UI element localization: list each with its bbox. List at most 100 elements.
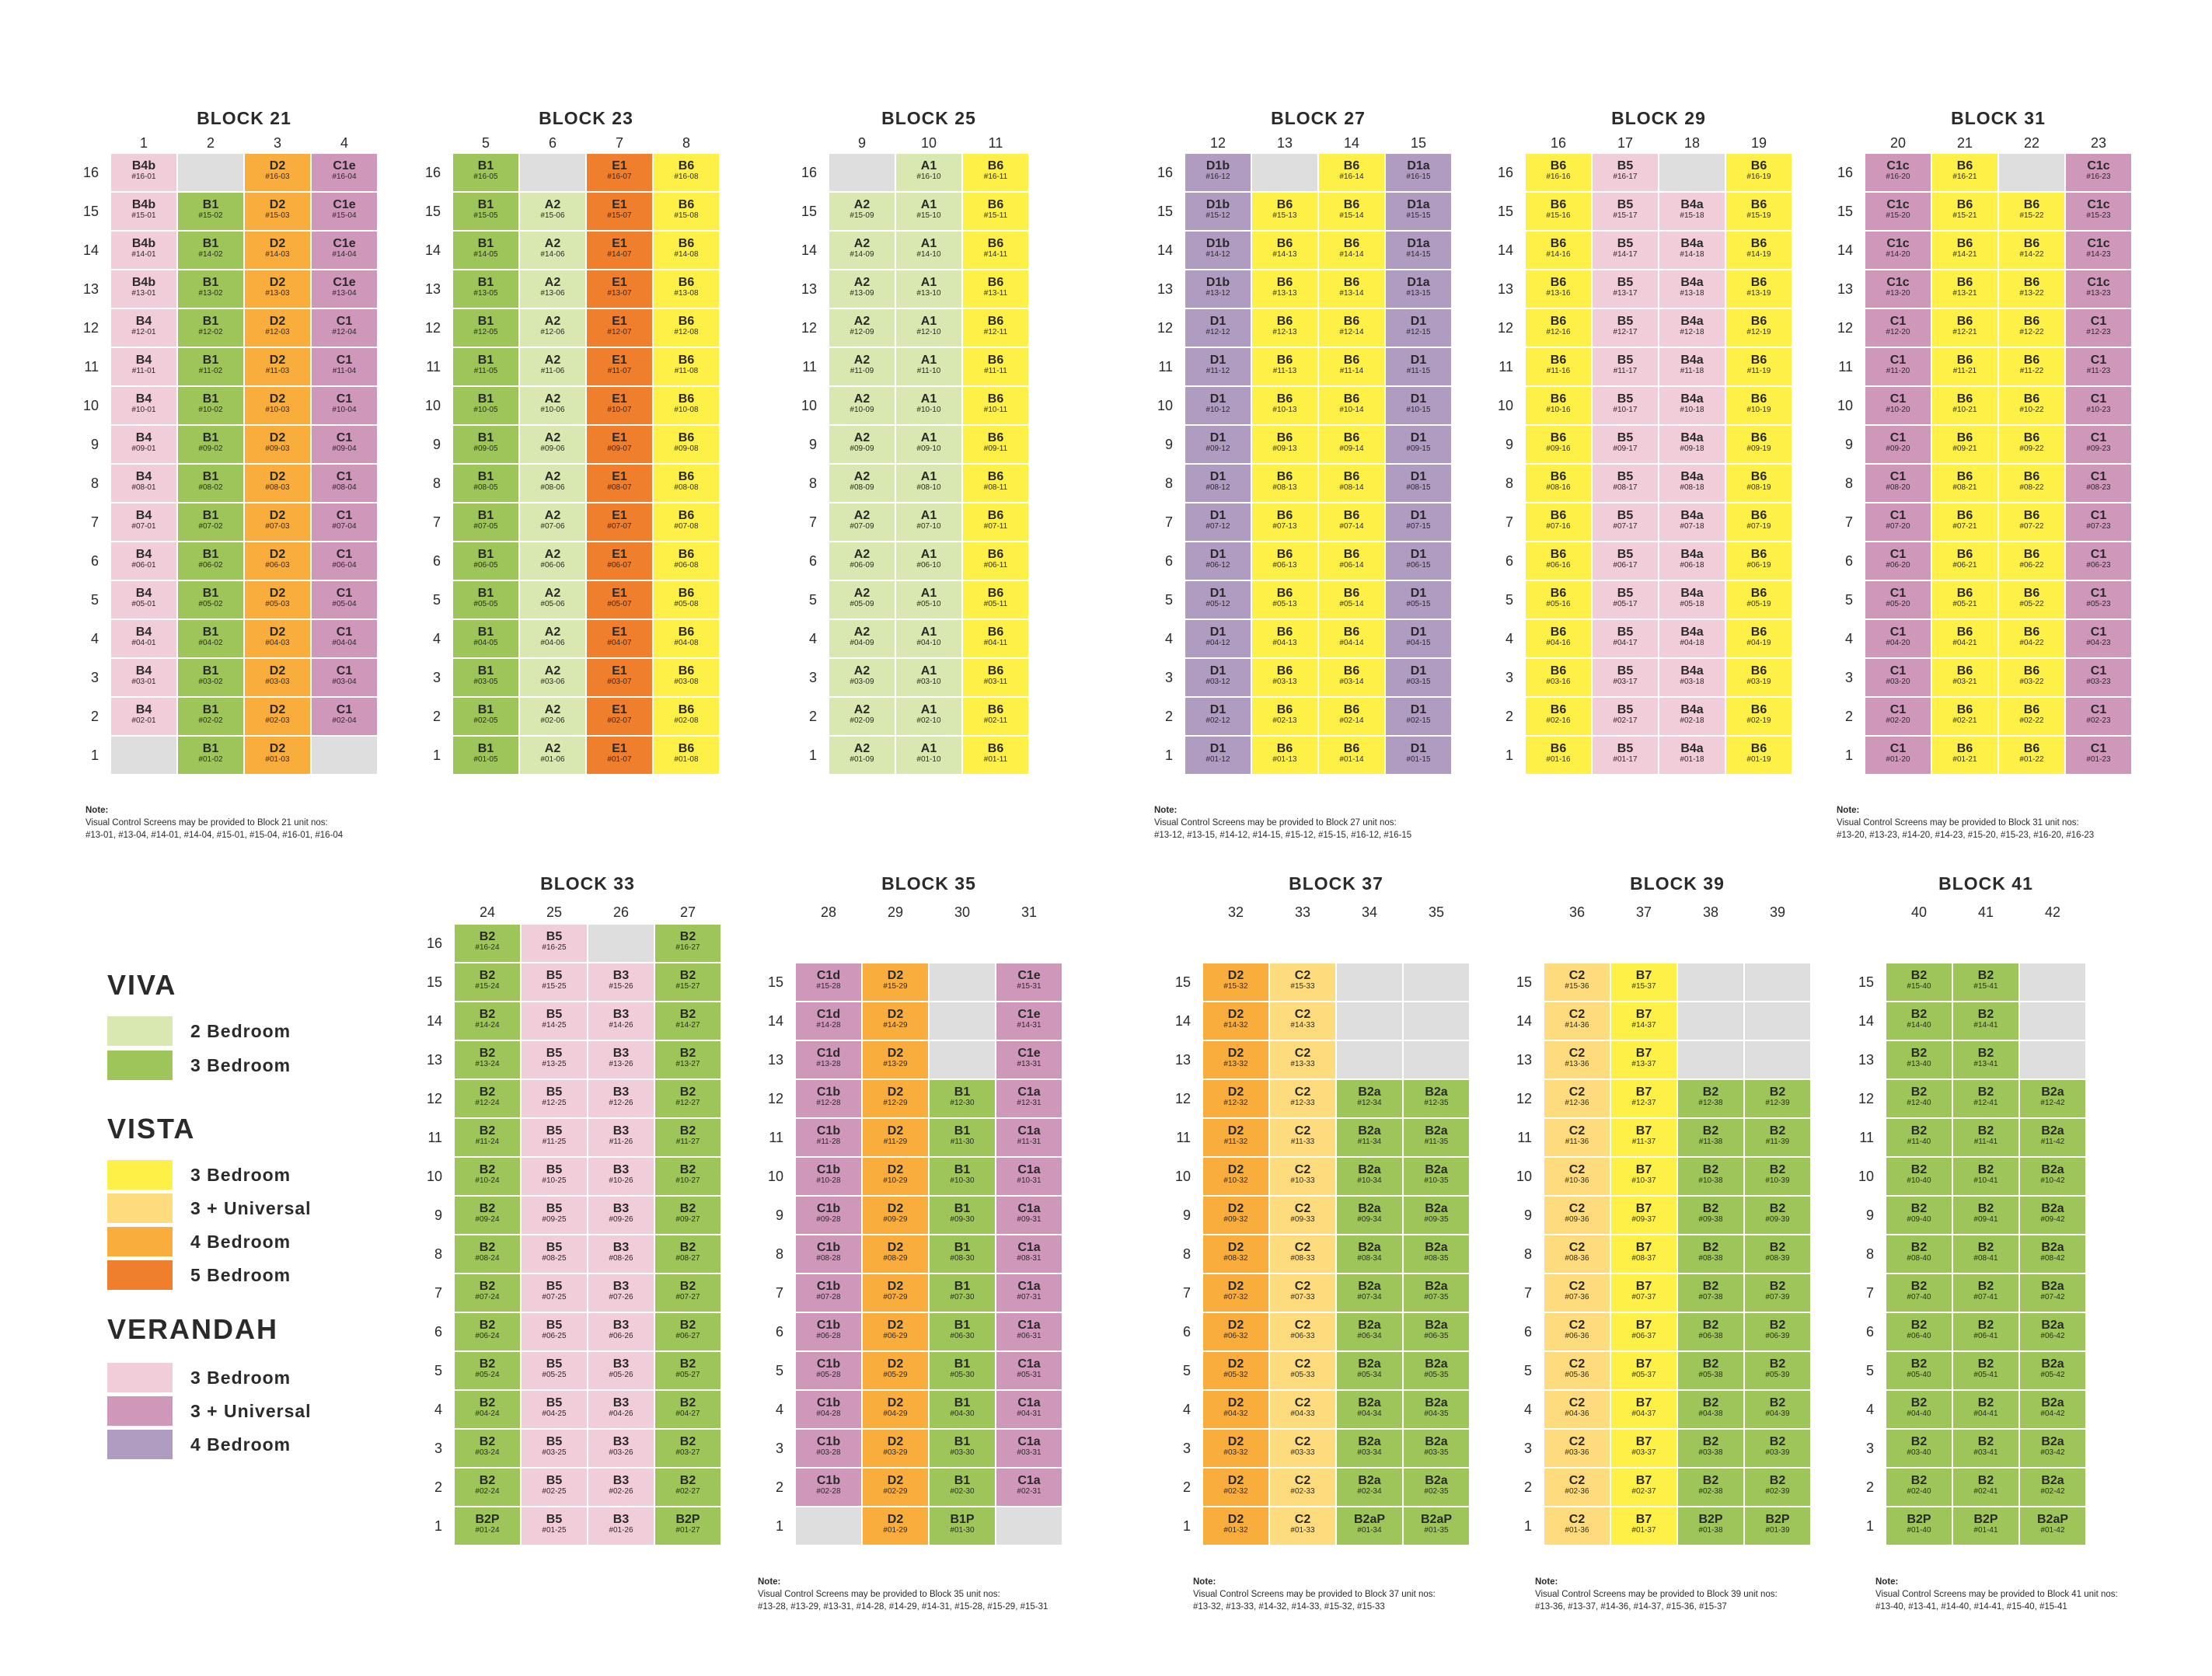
unit-cell[interactable]: B6 #01-08 xyxy=(654,737,719,774)
unit-cell[interactable]: B2 #11-38 xyxy=(1678,1119,1743,1156)
unit-cell[interactable]: D1 #07-12 xyxy=(1185,503,1251,541)
unit-cell[interactable]: B2a #08-35 xyxy=(1404,1235,1469,1273)
unit-cell[interactable]: B2 #03-40 xyxy=(1886,1430,1952,1467)
unit-cell[interactable]: B2 #04-38 xyxy=(1678,1391,1743,1428)
unit-cell[interactable]: C2 #10-33 xyxy=(1270,1158,1335,1195)
unit-cell[interactable]: B1 #11-02 xyxy=(178,348,243,385)
unit-cell[interactable]: B6 #01-21 xyxy=(1932,737,1997,774)
unit-cell[interactable]: C1a #10-31 xyxy=(996,1158,1062,1195)
unit-cell[interactable]: B1 #03-02 xyxy=(178,659,243,696)
unit-cell[interactable]: B6 #09-08 xyxy=(654,426,719,463)
unit-cell[interactable]: B2 #09-40 xyxy=(1886,1197,1952,1234)
unit-cell[interactable]: B6 #14-22 xyxy=(1999,232,2064,269)
unit-cell[interactable]: B6 #03-13 xyxy=(1252,659,1317,696)
unit-cell[interactable]: B6 #07-14 xyxy=(1319,503,1384,541)
unit-cell[interactable]: D2 #14-32 xyxy=(1203,1002,1268,1040)
unit-cell[interactable]: C2 #03-36 xyxy=(1544,1430,1610,1467)
unit-cell[interactable]: B5 #12-17 xyxy=(1593,309,1658,347)
unit-cell[interactable]: B1 #13-02 xyxy=(178,270,243,308)
unit-cell[interactable]: B1 #16-05 xyxy=(453,154,518,191)
unit-cell[interactable]: B2a #07-42 xyxy=(2020,1274,2085,1312)
unit-cell[interactable]: B7 #09-37 xyxy=(1611,1197,1676,1234)
unit-cell[interactable]: B2 #08-39 xyxy=(1745,1235,1810,1273)
unit-cell[interactable]: B2a #03-42 xyxy=(2020,1430,2085,1467)
unit-cell[interactable]: B2a #12-34 xyxy=(1337,1080,1402,1117)
unit-cell[interactable]: D2 #06-32 xyxy=(1203,1313,1268,1350)
unit-cell[interactable]: B6 #03-08 xyxy=(654,659,719,696)
unit-cell[interactable]: D1 #04-15 xyxy=(1386,620,1451,657)
unit-cell[interactable]: A1 #02-10 xyxy=(896,698,961,735)
unit-cell[interactable]: B1 #09-30 xyxy=(930,1197,995,1234)
unit-cell[interactable]: D2 #08-32 xyxy=(1203,1235,1268,1273)
unit-cell[interactable]: B3 #02-26 xyxy=(588,1469,654,1506)
unit-cell[interactable]: C2 #09-33 xyxy=(1270,1197,1335,1234)
unit-cell[interactable]: E1 #05-07 xyxy=(587,581,652,618)
unit-cell[interactable]: C1c #16-23 xyxy=(2066,154,2131,191)
unit-cell[interactable]: B1 #12-05 xyxy=(453,309,518,347)
unit-cell[interactable]: B2a #06-42 xyxy=(2020,1313,2085,1350)
unit-cell[interactable]: B6 #01-22 xyxy=(1999,737,2064,774)
unit-cell[interactable]: A1 #03-10 xyxy=(896,659,961,696)
unit-cell[interactable]: B5 #11-17 xyxy=(1593,348,1658,385)
unit-cell[interactable]: A2 #11-09 xyxy=(829,348,895,385)
unit-cell[interactable]: E1 #10-07 xyxy=(587,387,652,424)
unit-cell[interactable]: B1 #06-02 xyxy=(178,542,243,580)
unit-cell[interactable]: B6 #07-22 xyxy=(1999,503,2064,541)
unit-cell[interactable]: B7 #08-37 xyxy=(1611,1235,1676,1273)
unit-cell[interactable]: B2 #03-41 xyxy=(1953,1430,2018,1467)
unit-cell[interactable]: B6 #06-13 xyxy=(1252,542,1317,580)
unit-cell[interactable]: C1a #03-31 xyxy=(996,1430,1062,1467)
unit-cell[interactable]: C2 #05-36 xyxy=(1544,1352,1610,1389)
unit-cell[interactable]: B6 #04-19 xyxy=(1726,620,1792,657)
unit-cell[interactable]: B2a #11-34 xyxy=(1337,1119,1402,1156)
unit-cell[interactable]: B2a #04-42 xyxy=(2020,1391,2085,1428)
unit-cell[interactable]: B6 #12-11 xyxy=(963,309,1028,347)
unit-cell[interactable]: B5 #16-25 xyxy=(522,925,587,962)
unit-cell[interactable]: B2 #08-24 xyxy=(455,1235,520,1273)
unit-cell[interactable]: D1b #15-12 xyxy=(1185,193,1251,230)
unit-cell[interactable]: B6 #14-08 xyxy=(654,232,719,269)
unit-cell[interactable]: C1a #08-31 xyxy=(996,1235,1062,1273)
unit-cell[interactable]: A1 #05-10 xyxy=(896,581,961,618)
unit-cell[interactable]: B6 #12-13 xyxy=(1252,309,1317,347)
unit-cell[interactable]: B1 #13-05 xyxy=(453,270,518,308)
unit-cell[interactable]: B3 #12-26 xyxy=(588,1080,654,1117)
unit-cell[interactable]: A2 #06-06 xyxy=(520,542,585,580)
unit-cell[interactable]: D2 #04-03 xyxy=(245,620,310,657)
unit-cell[interactable]: B6 #13-08 xyxy=(654,270,719,308)
unit-cell[interactable]: B6 #02-08 xyxy=(654,698,719,735)
unit-cell[interactable]: D1 #01-12 xyxy=(1185,737,1251,774)
unit-cell[interactable]: B2 #10-27 xyxy=(655,1158,720,1195)
unit-cell[interactable]: B2 #13-41 xyxy=(1953,1041,2018,1078)
unit-cell[interactable]: B7 #03-37 xyxy=(1611,1430,1676,1467)
unit-cell[interactable]: B6 #06-08 xyxy=(654,542,719,580)
unit-cell[interactable]: B2 #12-38 xyxy=(1678,1080,1743,1117)
unit-cell[interactable]: B2a #03-35 xyxy=(1404,1430,1469,1467)
unit-cell[interactable]: B5 #07-17 xyxy=(1593,503,1658,541)
unit-cell[interactable]: B6 #13-13 xyxy=(1252,270,1317,308)
unit-cell[interactable]: B1 #10-05 xyxy=(453,387,518,424)
unit-cell[interactable]: B6 #07-13 xyxy=(1252,503,1317,541)
unit-cell[interactable]: B6 #06-14 xyxy=(1319,542,1384,580)
unit-cell[interactable]: B1 #08-05 xyxy=(453,465,518,502)
unit-cell[interactable]: B3 #05-26 xyxy=(588,1352,654,1389)
unit-cell[interactable]: B6 #09-14 xyxy=(1319,426,1384,463)
unit-cell[interactable]: A2 #02-06 xyxy=(520,698,585,735)
unit-cell[interactable]: C2 #07-36 xyxy=(1544,1274,1610,1312)
unit-cell[interactable]: B6 #04-13 xyxy=(1252,620,1317,657)
unit-cell[interactable]: B5 #14-25 xyxy=(522,1002,587,1040)
unit-cell[interactable]: B6 #02-13 xyxy=(1252,698,1317,735)
unit-cell[interactable]: C2 #02-36 xyxy=(1544,1469,1610,1506)
unit-cell[interactable]: C1 #12-04 xyxy=(312,309,377,347)
unit-cell[interactable]: A2 #08-09 xyxy=(829,465,895,502)
unit-cell[interactable]: D2 #11-03 xyxy=(245,348,310,385)
unit-cell[interactable]: B4a #06-18 xyxy=(1659,542,1725,580)
unit-cell[interactable]: A1 #16-10 xyxy=(896,154,961,191)
unit-cell[interactable]: D2 #15-32 xyxy=(1203,963,1268,1001)
unit-cell[interactable]: C1 #02-23 xyxy=(2066,698,2131,735)
unit-cell[interactable]: B7 #10-37 xyxy=(1611,1158,1676,1195)
unit-cell[interactable]: B5 #09-25 xyxy=(522,1197,587,1234)
unit-cell[interactable]: C1 #06-20 xyxy=(1865,542,1931,580)
unit-cell[interactable]: A2 #03-06 xyxy=(520,659,585,696)
unit-cell[interactable]: D1 #08-12 xyxy=(1185,465,1251,502)
